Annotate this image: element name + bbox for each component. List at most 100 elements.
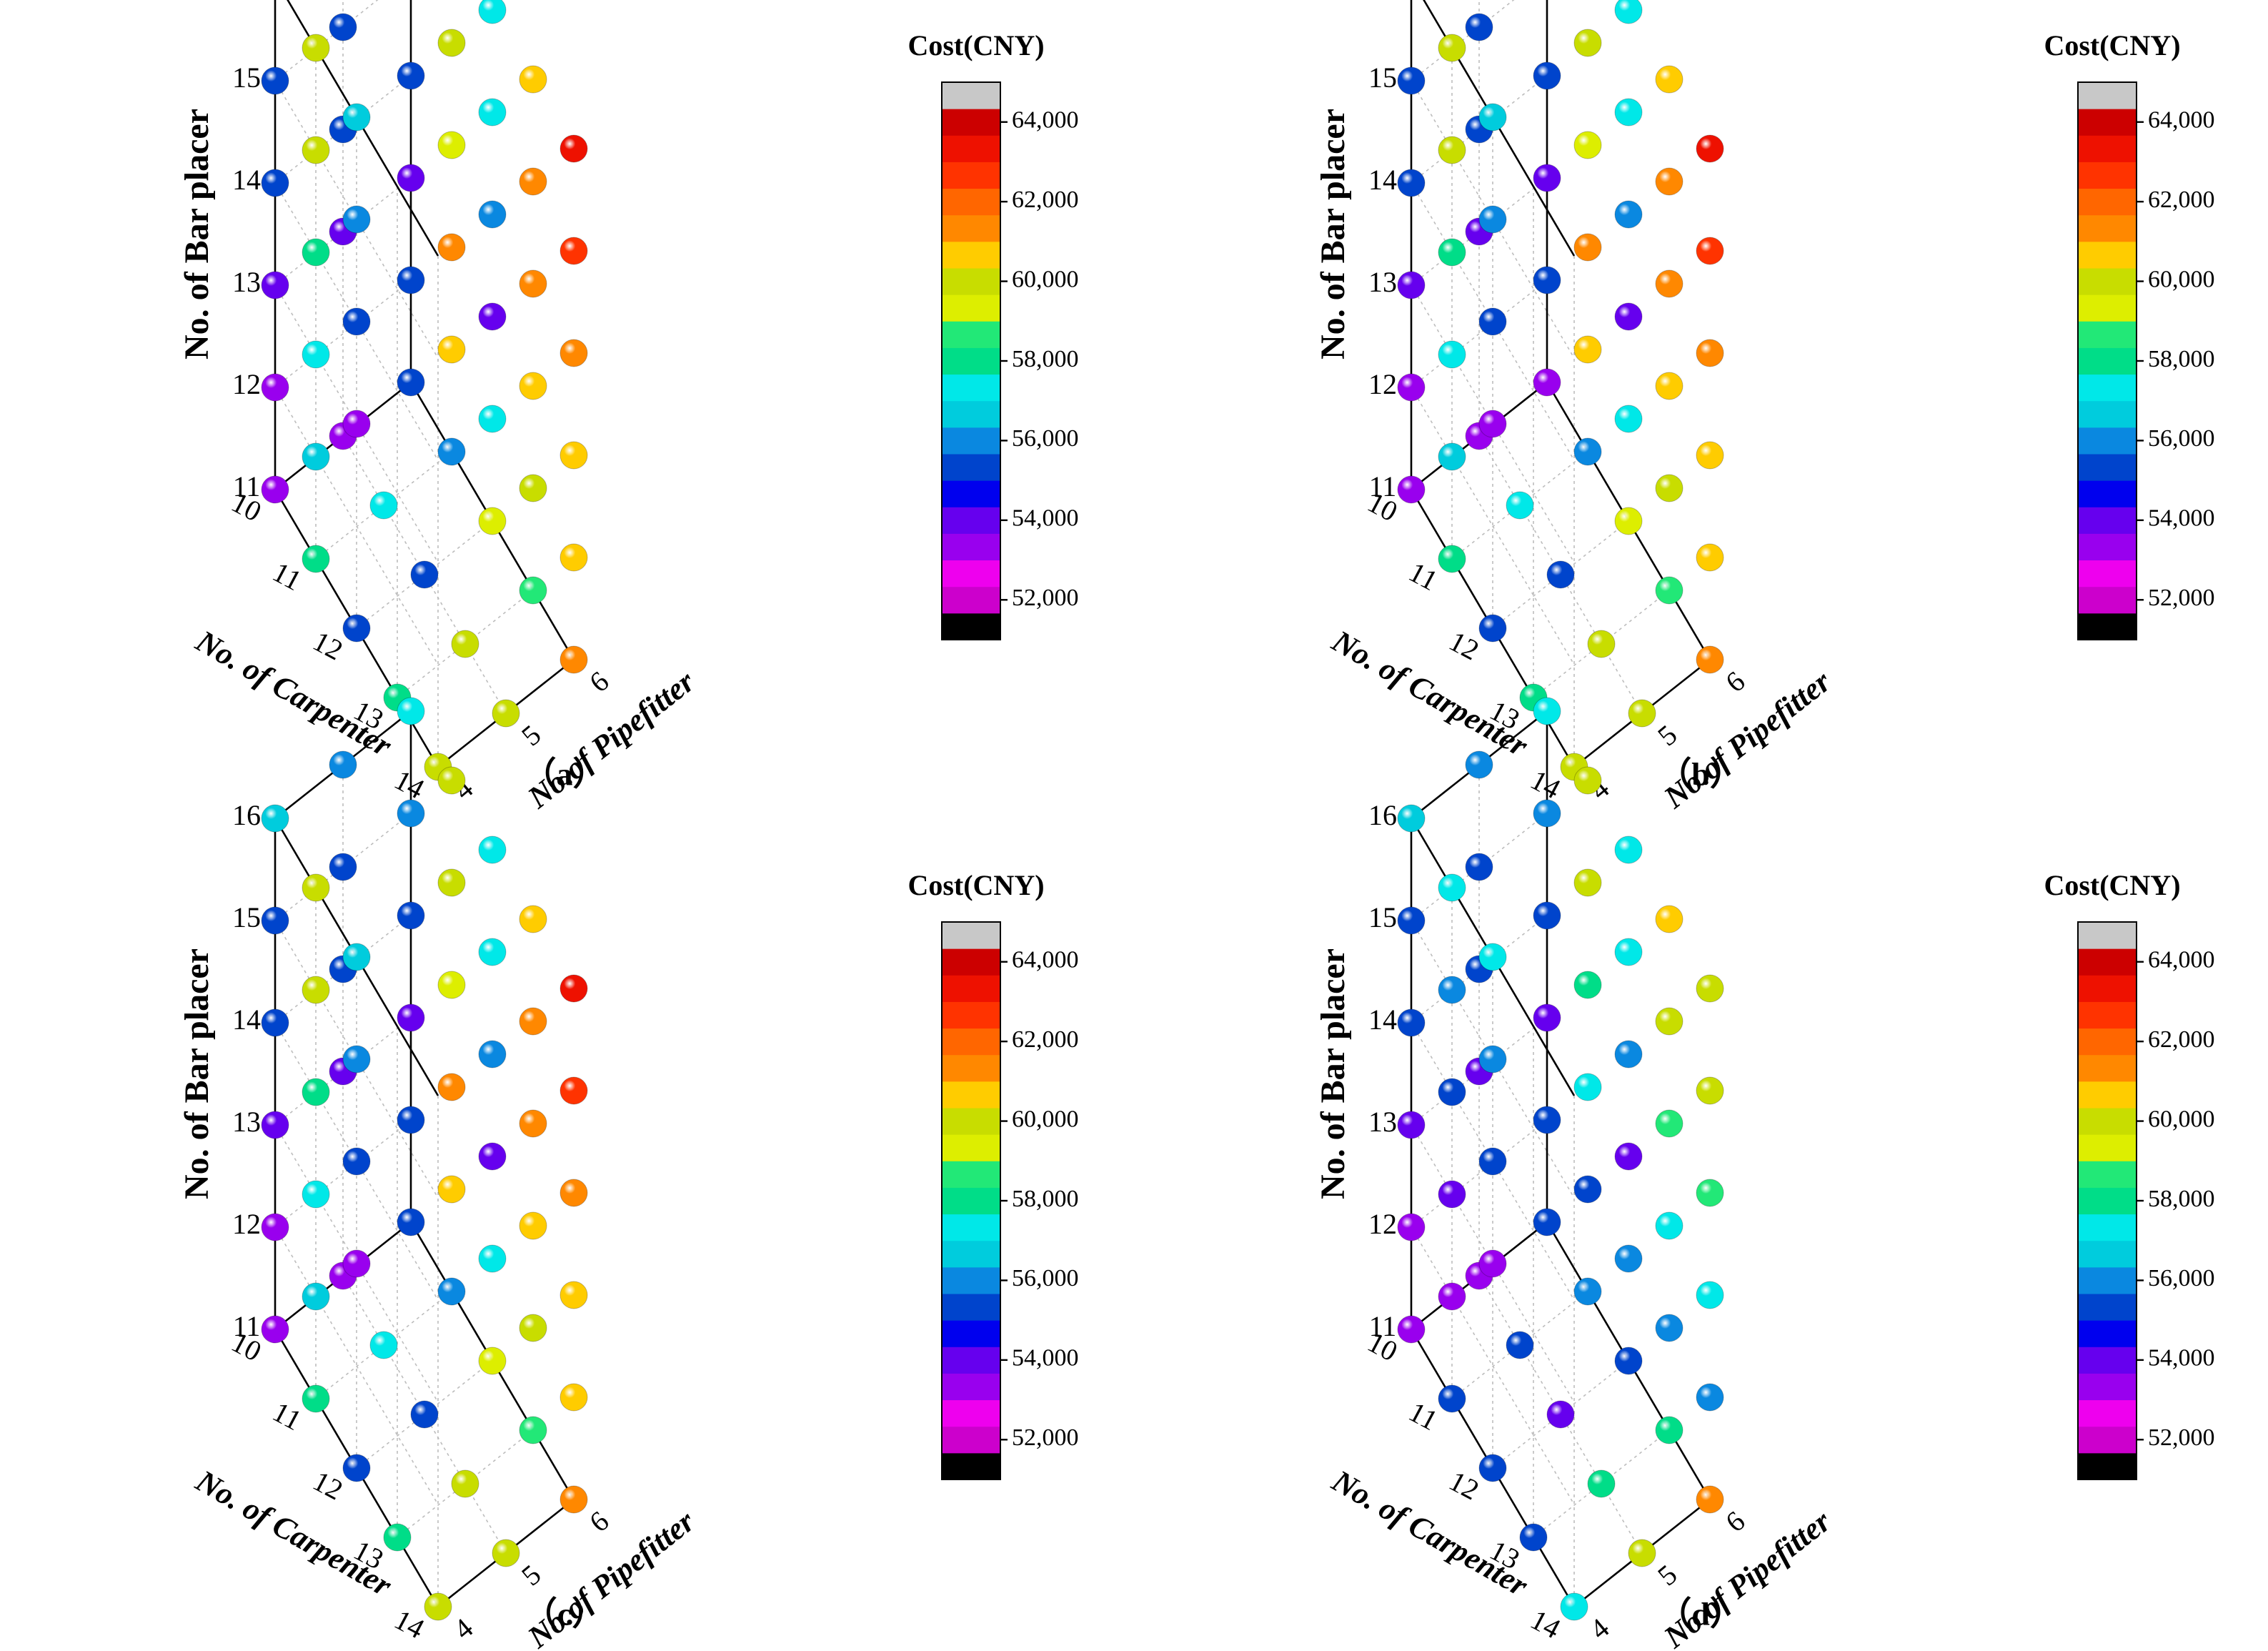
data-point [1655, 1314, 1683, 1342]
colorbar-swatch [2078, 268, 2137, 295]
colorbar-swatch [942, 507, 1000, 534]
data-point [1519, 1523, 1548, 1552]
colorbar-tick-label: 64,000 [2148, 947, 2215, 973]
gridline [1411, 75, 1548, 184]
data-point [1587, 1469, 1616, 1498]
colorbar-tick-label: 62,000 [2148, 187, 2215, 213]
z-tick-label: 15 [232, 61, 261, 94]
colorbar-swatch [942, 294, 1000, 322]
data-point [1655, 576, 1683, 605]
z-tick-label: 13 [232, 1106, 261, 1138]
y-tick-label: 6 [1719, 665, 1751, 698]
gridline [315, 1291, 452, 1399]
colorbar-swatch [942, 321, 1000, 348]
colorbar-swatch [2078, 948, 2137, 976]
gridline [274, 1017, 412, 1126]
colorbar-swatch [2078, 241, 2137, 269]
colorbar: Cost(CNY) 52,000 54,000 56,000 58,000 60,000 6… [907, 29, 1079, 640]
y-tick-label: 5 [1651, 718, 1683, 752]
data-point [342, 1249, 371, 1278]
colorbar-tick-label: 54,000 [1012, 505, 1079, 532]
gridline [397, 590, 534, 698]
x-tick-label: 12 [308, 625, 348, 667]
data-point [1573, 1073, 1602, 1101]
colorbar-swatch [942, 82, 1000, 109]
colorbar-swatch [942, 214, 1000, 242]
data-point [342, 1147, 371, 1176]
data-point [1397, 271, 1426, 299]
colorbar-swatch [2078, 1426, 2137, 1454]
gridline [274, 177, 412, 286]
colorbar-swatch [942, 1399, 1000, 1427]
gridline [1411, 813, 1548, 921]
data-point [1696, 339, 1724, 367]
colorbar-swatch [2078, 135, 2137, 162]
colorbar-swatch [2078, 560, 2137, 587]
colorbar-swatch [2078, 374, 2137, 402]
data-point [437, 1277, 466, 1306]
data-point [1696, 441, 1724, 470]
x-tick-label: 14 [1526, 763, 1566, 805]
data-point [437, 335, 466, 364]
colorbar-tick-label: 52,000 [2148, 585, 2215, 611]
data-point [1696, 645, 1724, 674]
data-point [302, 1078, 330, 1106]
data-point [1438, 34, 1466, 62]
gridline [315, 451, 452, 560]
colorbar-tick-label: 58,000 [2148, 1186, 2215, 1212]
gridline [274, 279, 412, 388]
data-point [1465, 13, 1493, 41]
colorbar-swatch [942, 1001, 1000, 1029]
data-point [397, 368, 425, 397]
data-point [1614, 302, 1643, 331]
data-point [519, 1211, 547, 1240]
data-points [1397, 0, 1724, 781]
data-point [342, 1045, 371, 1074]
data-point [1614, 98, 1643, 127]
data-point [519, 269, 547, 298]
colorbar-tick-label: 56,000 [2148, 425, 2215, 452]
colorbar-swatch [942, 400, 1000, 428]
data-point [559, 1485, 588, 1514]
colorbar-swatch [942, 1187, 1000, 1215]
colorbar-swatch [942, 109, 1000, 136]
colorbar-swatch [2078, 975, 2137, 1002]
colorbar-swatch [2078, 1134, 2137, 1161]
data-point [559, 974, 588, 1003]
y-tick-label: 5 [515, 1558, 547, 1592]
data-point [397, 1106, 425, 1134]
colorbar-swatch [942, 1266, 1000, 1294]
colorbar-title: Cost(CNY) [907, 29, 1044, 61]
data-point [397, 697, 425, 725]
z-tick-label: 14 [1368, 1003, 1397, 1036]
colorbar-tick-label: 64,000 [2148, 107, 2215, 134]
data-point [1438, 1078, 1466, 1106]
z-tick-label: 12 [232, 1208, 261, 1240]
y-tick-label: 4 [447, 1612, 479, 1645]
colorbar-swatch [2078, 1001, 2137, 1029]
data-point [1655, 372, 1683, 400]
data-point [261, 66, 289, 95]
data-point [478, 938, 507, 966]
data-point [1478, 943, 1507, 971]
data-point [1533, 1208, 1561, 1236]
data-point [478, 1040, 507, 1069]
z-tick-label: 13 [232, 266, 261, 298]
data-point [1506, 1331, 1534, 1359]
colorbar-swatch [942, 241, 1000, 269]
z-tick-label: 12 [1368, 1208, 1397, 1240]
data-point [519, 372, 547, 400]
data-point [397, 1208, 425, 1236]
data-point [1546, 560, 1575, 589]
data-point [519, 474, 547, 502]
data-point [1397, 1111, 1426, 1139]
data-point [302, 1180, 330, 1209]
data-point [519, 1109, 547, 1138]
data-point [1573, 1277, 1602, 1306]
data-point [342, 307, 371, 336]
data-point [437, 29, 466, 57]
data-point [519, 1314, 547, 1342]
data-point [437, 868, 466, 897]
